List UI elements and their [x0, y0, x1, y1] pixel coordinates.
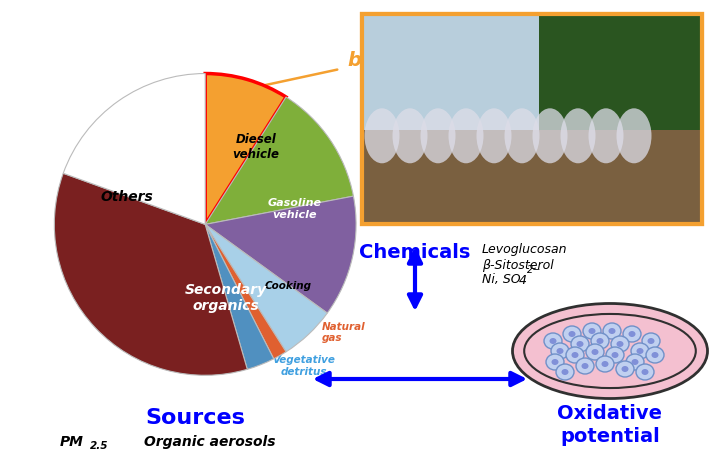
Text: Others: Others — [101, 190, 153, 203]
Ellipse shape — [546, 354, 564, 370]
Ellipse shape — [642, 333, 660, 349]
Ellipse shape — [576, 358, 594, 374]
Text: β-Sitosterol: β-Sitosterol — [482, 258, 554, 271]
Ellipse shape — [583, 323, 601, 339]
Ellipse shape — [592, 349, 598, 355]
Ellipse shape — [636, 348, 644, 354]
Ellipse shape — [646, 347, 664, 363]
Ellipse shape — [449, 109, 484, 164]
Ellipse shape — [533, 109, 567, 164]
Ellipse shape — [392, 109, 428, 164]
Text: Ni, SO: Ni, SO — [482, 273, 521, 286]
Bar — [539, 15, 702, 162]
Ellipse shape — [577, 341, 583, 347]
Ellipse shape — [420, 109, 456, 164]
Ellipse shape — [566, 347, 584, 363]
Ellipse shape — [549, 338, 557, 344]
Text: 2−: 2− — [527, 264, 541, 274]
Ellipse shape — [596, 338, 603, 344]
Text: Chemicals: Chemicals — [359, 242, 470, 261]
Wedge shape — [205, 74, 286, 225]
Wedge shape — [205, 225, 328, 352]
Ellipse shape — [552, 359, 559, 365]
Ellipse shape — [588, 109, 624, 164]
Ellipse shape — [477, 109, 511, 164]
Text: Organic aerosols: Organic aerosols — [144, 434, 276, 448]
Ellipse shape — [596, 356, 614, 372]
Text: Diesel
vehicle: Diesel vehicle — [232, 132, 279, 160]
Ellipse shape — [606, 347, 624, 363]
Ellipse shape — [636, 364, 654, 380]
Ellipse shape — [544, 333, 562, 349]
Text: Secondary
organics: Secondary organics — [184, 282, 266, 313]
Ellipse shape — [505, 109, 539, 164]
Text: 4: 4 — [519, 273, 527, 286]
Ellipse shape — [631, 343, 649, 359]
Ellipse shape — [616, 361, 634, 377]
Ellipse shape — [586, 344, 604, 360]
Text: Gasoline
vehicle: Gasoline vehicle — [267, 197, 321, 219]
Ellipse shape — [562, 369, 569, 375]
Text: Open: Open — [361, 33, 419, 52]
Ellipse shape — [569, 331, 575, 337]
Bar — [362, 15, 702, 130]
Ellipse shape — [616, 341, 624, 347]
Ellipse shape — [551, 343, 569, 359]
Text: Cooking: Cooking — [264, 280, 312, 290]
Ellipse shape — [621, 366, 629, 372]
Ellipse shape — [582, 363, 588, 369]
Ellipse shape — [611, 352, 618, 358]
Ellipse shape — [588, 328, 595, 334]
Text: PM: PM — [60, 434, 84, 448]
Ellipse shape — [364, 109, 400, 164]
Text: Natural
gas: Natural gas — [322, 321, 365, 342]
Ellipse shape — [603, 323, 621, 339]
Wedge shape — [54, 174, 247, 375]
Ellipse shape — [513, 304, 708, 398]
Ellipse shape — [571, 336, 589, 352]
Text: Levoglucosan: Levoglucosan — [482, 243, 567, 256]
Ellipse shape — [601, 361, 608, 367]
Bar — [362, 130, 702, 224]
Ellipse shape — [556, 364, 574, 380]
Wedge shape — [205, 225, 286, 359]
Bar — [362, 15, 702, 224]
Text: 2.5: 2.5 — [90, 440, 109, 450]
Ellipse shape — [626, 354, 644, 370]
Ellipse shape — [616, 109, 652, 164]
Ellipse shape — [560, 109, 595, 164]
Ellipse shape — [647, 338, 654, 344]
Wedge shape — [205, 98, 354, 225]
Ellipse shape — [563, 326, 581, 342]
Wedge shape — [205, 197, 356, 313]
Wedge shape — [63, 74, 205, 225]
Text: Vegetative
detritus: Vegetative detritus — [273, 354, 336, 376]
Wedge shape — [205, 225, 274, 369]
Ellipse shape — [642, 369, 649, 375]
Ellipse shape — [572, 352, 578, 358]
Bar — [362, 15, 702, 224]
Ellipse shape — [591, 333, 609, 349]
Ellipse shape — [631, 359, 639, 365]
Ellipse shape — [623, 326, 641, 342]
Ellipse shape — [611, 336, 629, 352]
Ellipse shape — [608, 328, 616, 334]
Ellipse shape — [629, 331, 636, 337]
Text: Sources: Sources — [145, 407, 245, 427]
Text: Oxidative
potential: Oxidative potential — [557, 403, 662, 445]
Text: burning: burning — [347, 51, 433, 70]
Ellipse shape — [652, 352, 659, 358]
Ellipse shape — [557, 348, 564, 354]
